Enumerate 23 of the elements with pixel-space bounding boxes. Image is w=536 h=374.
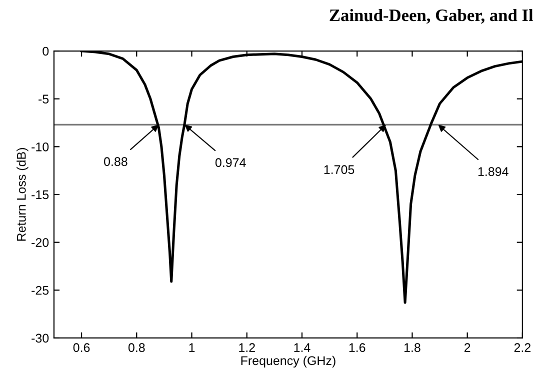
x-tick-label: 0.6: [73, 343, 90, 352]
annotation: 0.88: [104, 157, 128, 166]
x-tick-label: 1.4: [294, 343, 310, 352]
x-tick-label: 1.8: [404, 343, 420, 352]
y-tick-label: -30: [32, 334, 49, 343]
y-tick-label: -5: [38, 94, 49, 104]
x-axis-title: Frequency (GHz): [241, 356, 336, 368]
x-tick-label: 0.8: [128, 343, 145, 352]
x-tick-label: 2: [464, 343, 470, 352]
y-tick-label: -15: [32, 190, 49, 200]
annotation: 0.974: [215, 158, 246, 168]
y-tick-label: -20: [32, 238, 49, 247]
text: Zainud-Deen, Gaber, and Il: [330, 8, 534, 24]
annotation: 1.894: [478, 167, 508, 176]
y-tick-label: -10: [32, 142, 49, 152]
annotation: 1.705: [324, 165, 354, 174]
y-tick-label: 0: [42, 46, 49, 56]
y-tick-label: -25: [32, 286, 49, 295]
x-tick-label: 1: [189, 343, 195, 352]
x-tick-label: 2.2: [514, 343, 530, 352]
x-tick-label: 1.6: [349, 343, 366, 352]
x-tick-label: 1.2: [239, 343, 255, 352]
y-axis-title: Return Loss (dB): [16, 148, 28, 241]
